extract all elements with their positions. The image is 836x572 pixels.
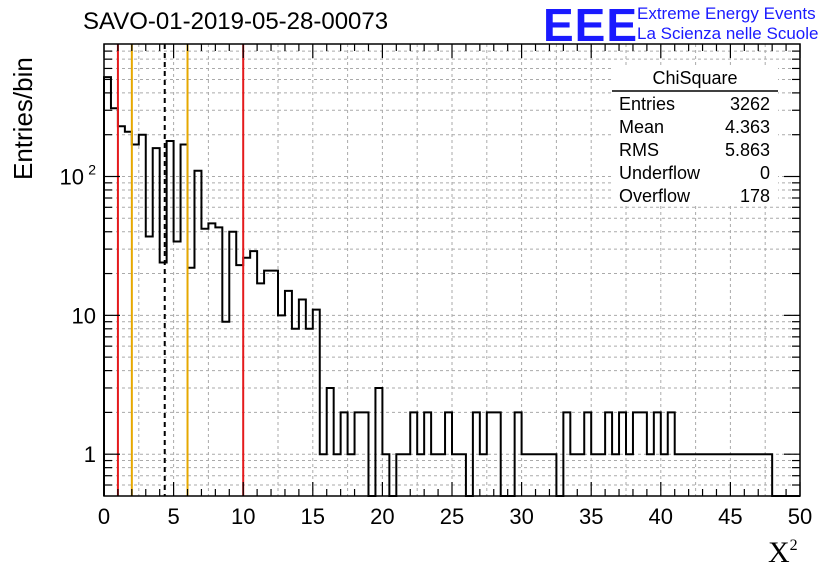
- y-axis-label: Entries/bin: [8, 57, 38, 180]
- stats-label: Underflow: [619, 163, 701, 183]
- histogram-bars: [103, 76, 800, 497]
- histogram-outline: [103, 76, 800, 497]
- stats-label: Mean: [619, 117, 664, 137]
- reference-lines: [116, 44, 245, 496]
- y-tick-label: 1: [84, 442, 96, 467]
- x-tick-label: 0: [98, 504, 110, 529]
- x-tick-label: 20: [370, 504, 394, 529]
- y-tick-label-sup: 2: [88, 161, 96, 177]
- x-tick-label: 15: [301, 504, 325, 529]
- x-axis-label-main: X: [768, 536, 790, 569]
- stats-value: 178: [740, 186, 770, 206]
- stats-label: Overflow: [619, 186, 691, 206]
- stats-label: Entries: [619, 94, 675, 114]
- stats-background: [612, 66, 778, 206]
- x-axis-label-sup: 2: [789, 537, 798, 554]
- logo-line-1: Extreme Energy Events: [637, 4, 816, 23]
- y-tick-label: 10: [60, 164, 84, 189]
- stats-value: 0: [760, 163, 770, 183]
- x-tick-label: 5: [167, 504, 179, 529]
- x-tick-label: 45: [718, 504, 742, 529]
- y-tick-label: 10: [72, 303, 96, 328]
- stats-value: 5.863: [725, 140, 770, 160]
- x-tick-label: 35: [579, 504, 603, 529]
- stats-title: ChiSquare: [652, 68, 737, 88]
- stats-value: 4.363: [725, 117, 770, 137]
- x-tick-label: 50: [788, 504, 812, 529]
- stats-box: ChiSquare Entries 3262 Mean 4.363 RMS 5.863 Und…: [612, 66, 778, 206]
- x-tick-label: 25: [440, 504, 464, 529]
- stats-label: RMS: [619, 140, 659, 160]
- stats-value: 3262: [730, 94, 770, 114]
- x-tick-label: 10: [231, 504, 255, 529]
- eee-logo: EEE: [543, 0, 639, 51]
- x-tick-label: 40: [649, 504, 673, 529]
- x-tick-label: 30: [509, 504, 533, 529]
- x-axis-label: X2: [768, 536, 798, 570]
- logo-line-2: La Scienza nelle Scuole: [637, 24, 819, 43]
- page-title: SAVO-01-2019-05-28-00073: [83, 8, 389, 35]
- grid-lines: [104, 44, 800, 496]
